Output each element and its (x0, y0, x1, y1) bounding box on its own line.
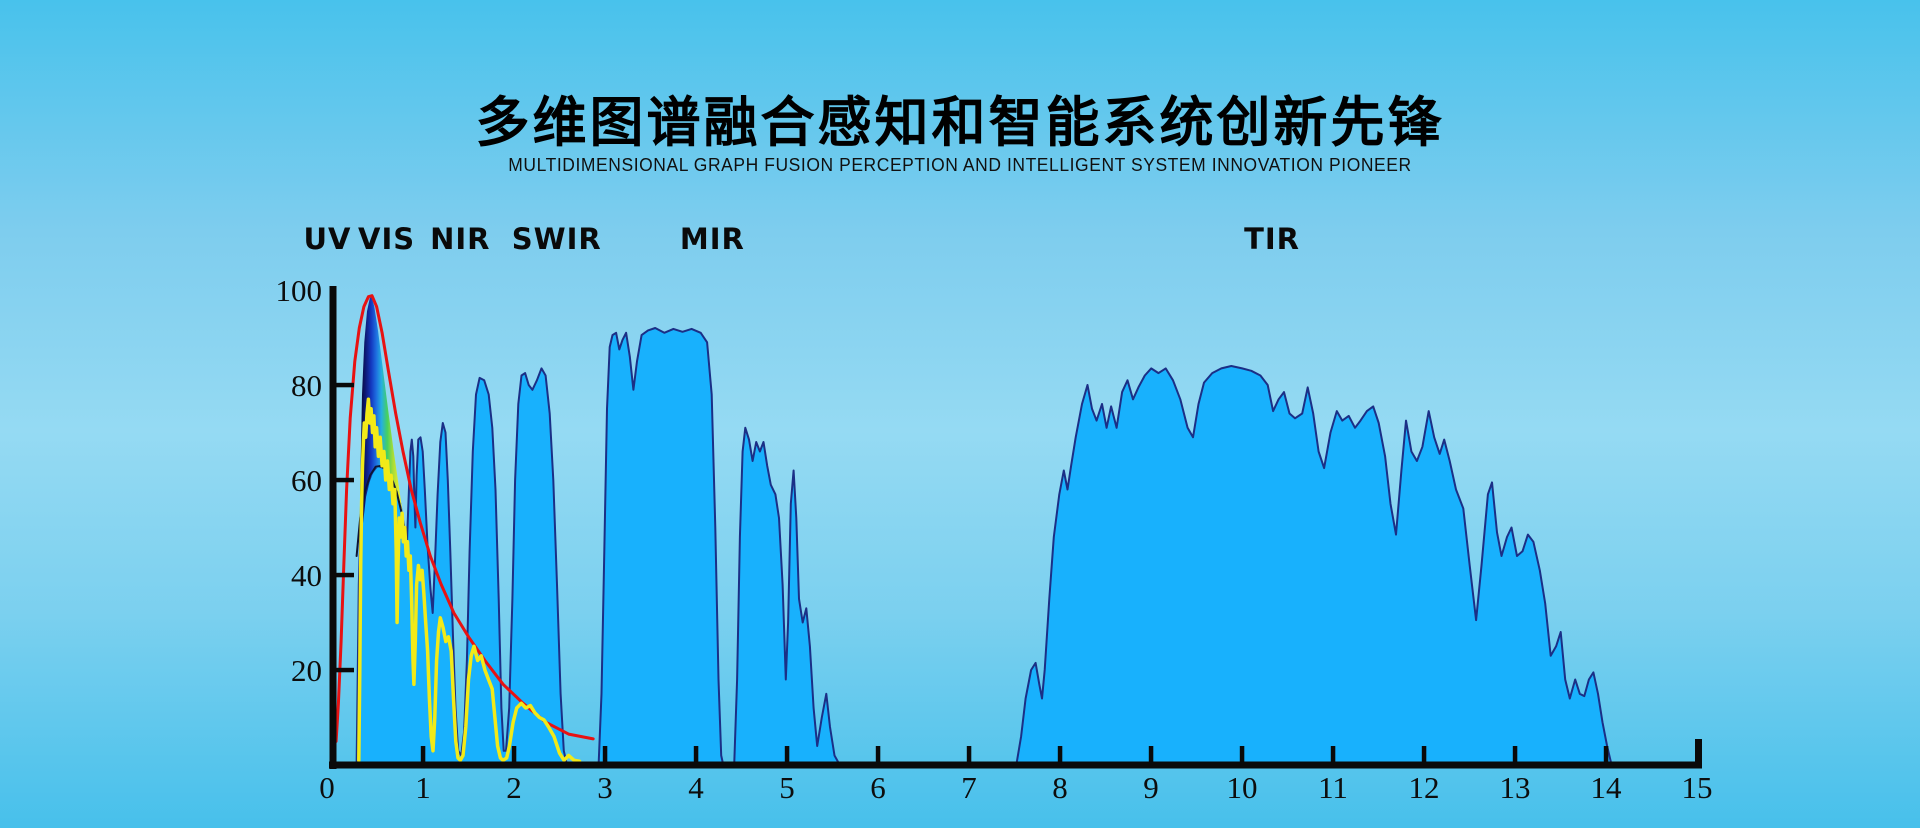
x-tick-12 (1421, 746, 1427, 763)
x-tick-label-12: 12 (1409, 770, 1440, 805)
x-tick-2 (511, 746, 517, 763)
surface-solar-irradiance (357, 397, 582, 763)
axes (329, 286, 1702, 769)
x-tick-1 (420, 746, 426, 763)
x-tick-5 (784, 746, 790, 763)
y-tick-label-100: 100 (276, 273, 323, 308)
atmospheric-transmission (355, 327, 1698, 766)
x-axis-end-cap (1695, 739, 1702, 768)
x-tick-label-10: 10 (1227, 770, 1258, 805)
band-label-uv: UV (303, 222, 352, 256)
x-tick-label-0: 0 (319, 770, 335, 805)
page-subtitle: MULTIDIMENSIONAL GRAPH FUSION PERCEPTION… (508, 155, 1412, 175)
x-tick-9 (1148, 746, 1154, 763)
band-label-mir: MIR (679, 222, 745, 256)
y-tick-40 (336, 572, 354, 578)
x-tick-label-15: 15 (1682, 770, 1713, 805)
x-tick-label-4: 4 (688, 770, 704, 805)
x-tick-label-3: 3 (597, 770, 613, 805)
y-tick-label-20: 20 (291, 653, 322, 688)
y-axis (329, 286, 337, 769)
x-tick-4 (693, 746, 699, 763)
x-tick-13 (1512, 746, 1518, 763)
y-tick-label-40: 40 (291, 558, 322, 593)
x-tick-7 (966, 746, 972, 763)
x-tick-label-1: 1 (415, 770, 431, 805)
x-tick-6 (875, 746, 881, 763)
x-tick-3 (602, 746, 608, 763)
x-tick-label-8: 8 (1052, 770, 1068, 805)
y-tick-60 (336, 477, 354, 483)
y-tick-label-80: 80 (291, 368, 322, 403)
band-label-vis: VIS (358, 222, 416, 256)
y-tick-20 (336, 667, 354, 673)
x-axis (329, 761, 1702, 769)
x-tick-14 (1603, 746, 1609, 763)
solar-blackbody-envelope (334, 294, 595, 743)
x-tick-label-2: 2 (506, 770, 522, 805)
band-label-nir: NIR (430, 222, 491, 256)
y-tick-80 (336, 382, 354, 388)
visible-spectrum-rainbow-peak (358, 296, 407, 647)
x-tick-label-9: 9 (1143, 770, 1159, 805)
band-label-tir: TIR (1244, 222, 1300, 256)
x-tick-label-5: 5 (779, 770, 795, 805)
x-tick-label-13: 13 (1500, 770, 1531, 805)
y-tick-label-60: 60 (291, 463, 322, 498)
band-label-swir: SWIR (511, 222, 602, 256)
x-tick-10 (1239, 746, 1245, 763)
page-title: 多维图谱融合感知和智能系统创新先锋 (475, 91, 1445, 154)
x-tick-label-7: 7 (961, 770, 977, 805)
x-tick-label-11: 11 (1318, 770, 1348, 805)
x-tick-label-6: 6 (870, 770, 886, 805)
x-tick-11 (1330, 746, 1336, 763)
x-tick-label-14: 14 (1591, 770, 1623, 805)
x-tick-8 (1057, 746, 1063, 763)
